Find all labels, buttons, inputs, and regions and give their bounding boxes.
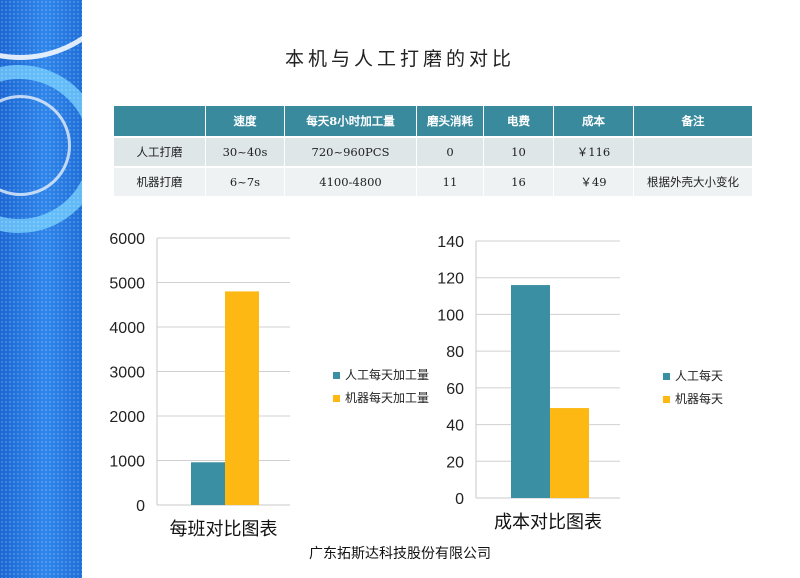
chart-title: 每班对比图表 [170,519,278,539]
table-header-row: 速度 每天8小时加工量 磨头消耗 电费 成本 备注 [114,106,753,137]
table-cell: 10 [483,136,554,167]
y-tick-label: 0 [136,498,145,515]
bar [225,291,259,505]
table-cell: 根据外壳大小变化 [633,166,753,196]
table-cell: ￥116 [553,136,634,167]
output-comparison-chart: 0 1000 2000 3000 4000 5000 6000 每班对比图表 人工每天加工量机器… [109,231,429,539]
table-cell: 机器打磨 [114,166,206,196]
y-tick-label: 5000 [109,276,145,293]
y-tick-label: 120 [437,271,464,288]
chart-title: 成本对比图表 [494,512,602,532]
table-header-cell [114,106,206,137]
y-tick-label: 20 [446,454,464,471]
decorative-side-band [0,0,82,578]
bar [550,408,589,498]
table-cell: 16 [483,166,554,196]
y-tick-label: 2000 [109,409,145,426]
y-tick-label: 40 [446,418,464,435]
legend-label: 人工每天加工量 [345,367,429,382]
footer-company-name: 广东拓斯达科技股份有限公司 [309,545,491,561]
table-header-cell: 备注 [633,106,753,137]
table-cell: 人工打磨 [114,136,206,167]
table-header-cell: 成本 [553,106,634,137]
y-tick-label: 100 [437,307,464,324]
comparison-table: 速度 每天8小时加工量 磨头消耗 电费 成本 备注 人工打磨 30~40s 72… [114,106,753,196]
table-cell: ￥49 [553,166,634,196]
page-title: 本机与人工打磨的对比 [284,48,515,70]
table-row: 人工打磨 30~40s 720~960PCS 0 10 ￥116 [114,136,753,167]
table-cell: 30~40s [205,136,285,167]
decorative-ring [0,95,71,196]
y-tick-label: 4000 [109,320,145,337]
table-cell: 4100-4800 [284,166,417,196]
y-tick-label: 60 [446,381,464,398]
y-tick-label: 6000 [109,231,145,248]
legend-swatch [333,395,340,402]
legend-label: 机器每天 [675,391,723,406]
table-header-cell: 磨头消耗 [416,106,484,137]
legend-swatch [663,396,670,403]
bar [511,285,550,498]
y-tick-label: 140 [437,234,464,251]
bar [191,462,225,505]
legend-label: 人工每天 [675,368,723,383]
table-cell: 720~960PCS [284,136,417,167]
legend-swatch [663,373,670,380]
y-tick-label: 80 [446,344,464,361]
table-header-cell: 速度 [205,106,285,137]
legend-label: 机器每天加工量 [345,390,429,405]
table-cell: 6~7s [205,166,285,196]
table-cell: 11 [416,166,484,196]
decorative-ring [0,65,82,233]
y-tick-label: 3000 [109,365,145,382]
table-header-cell: 每天8小时加工量 [284,106,417,137]
legend-swatch [333,372,340,379]
table-cell [633,136,753,167]
table-row: 机器打磨 6~7s 4100-4800 11 16 ￥49 根据外壳大小变化 [114,166,753,196]
table-header-cell: 电费 [483,106,554,137]
y-tick-label: 0 [455,491,464,508]
table-cell: 0 [416,136,484,167]
y-tick-label: 1000 [109,454,145,471]
